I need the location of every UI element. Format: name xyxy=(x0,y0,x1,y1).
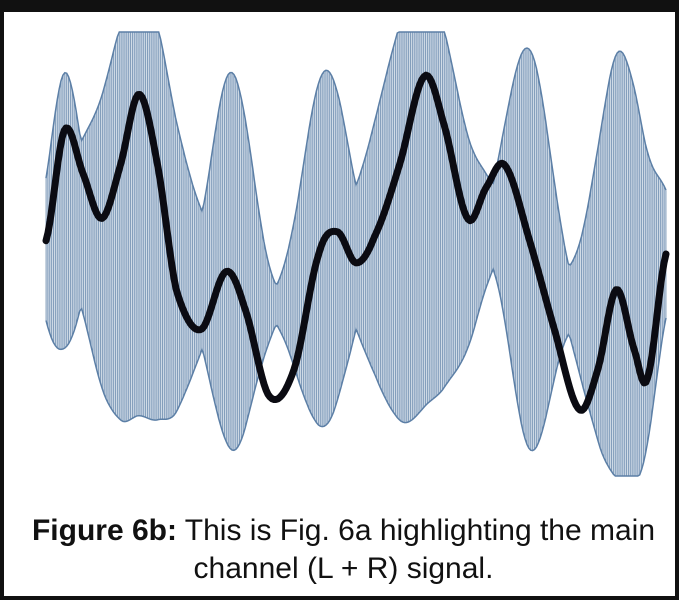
waveform-plot xyxy=(8,24,679,482)
figure-caption: Figure 6b: This is Fig. 6a highlighting … xyxy=(8,512,679,588)
main-channel-signal xyxy=(42,71,670,414)
figure-label: Figure 6b: xyxy=(31,514,177,547)
multiplex-envelope-upper xyxy=(45,31,667,286)
waveform-svg xyxy=(42,31,670,477)
figure-caption-text: This is Fig. 6a highlighting the main ch… xyxy=(176,514,656,585)
multiplex-signal xyxy=(45,31,667,477)
